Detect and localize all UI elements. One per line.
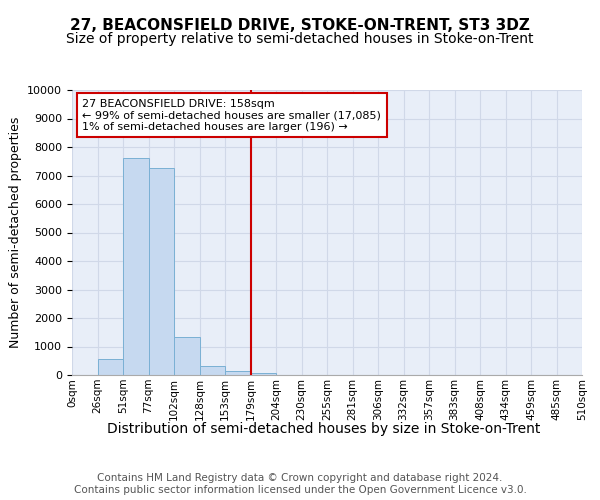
Text: Contains HM Land Registry data © Crown copyright and database right 2024.
Contai: Contains HM Land Registry data © Crown c…	[74, 474, 526, 495]
Bar	[251, 372, 276, 375]
Text: 27, BEACONSFIELD DRIVE, STOKE-ON-TRENT, ST3 3DZ: 27, BEACONSFIELD DRIVE, STOKE-ON-TRENT, …	[70, 18, 530, 32]
Bar	[199, 366, 225, 375]
Bar	[149, 168, 174, 375]
Y-axis label: Number of semi-detached properties: Number of semi-detached properties	[9, 117, 22, 348]
Bar	[174, 337, 199, 375]
Bar	[123, 158, 149, 375]
Bar	[225, 372, 251, 375]
Bar	[97, 359, 123, 375]
Text: Size of property relative to semi-detached houses in Stoke-on-Trent: Size of property relative to semi-detach…	[66, 32, 534, 46]
Text: 27 BEACONSFIELD DRIVE: 158sqm
← 99% of semi-detached houses are smaller (17,085): 27 BEACONSFIELD DRIVE: 158sqm ← 99% of s…	[82, 98, 381, 132]
Text: Distribution of semi-detached houses by size in Stoke-on-Trent: Distribution of semi-detached houses by …	[107, 422, 541, 436]
